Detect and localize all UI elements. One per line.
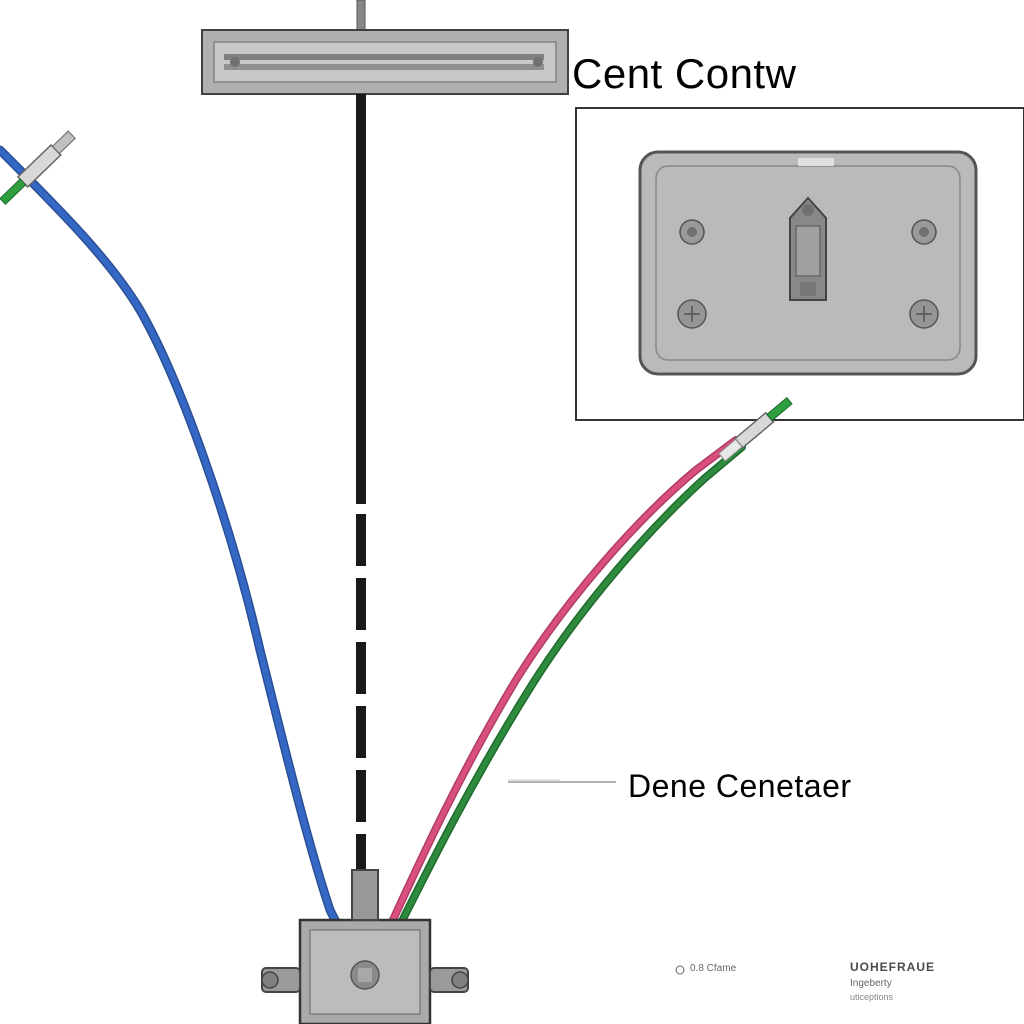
top-mounting-box [202,30,568,94]
title-label: Cent Contw [572,50,796,98]
small-label-1: UOHEFRAUE [850,960,935,974]
bottom-connector [262,870,468,1024]
screw-icon [912,220,936,244]
center-device-icon [790,198,826,300]
screw-icon [910,300,938,328]
rod-top-stub [357,0,365,30]
pink-wire [386,396,793,935]
mid-label: Dene Cenetaer [628,768,852,805]
small-label-3: uticeptions [850,992,893,1002]
diagram-canvas [0,0,1024,1024]
marker-label: 0.8 Cfame [690,963,736,974]
vertical-rod [356,94,366,870]
screw-icon [678,300,706,328]
screw-icon [680,220,704,244]
marker-dot [676,966,684,974]
blue-wire [0,130,345,940]
right-panel [576,108,1024,420]
green-wire [395,447,742,935]
small-label-2: Ingeberty [850,978,892,989]
